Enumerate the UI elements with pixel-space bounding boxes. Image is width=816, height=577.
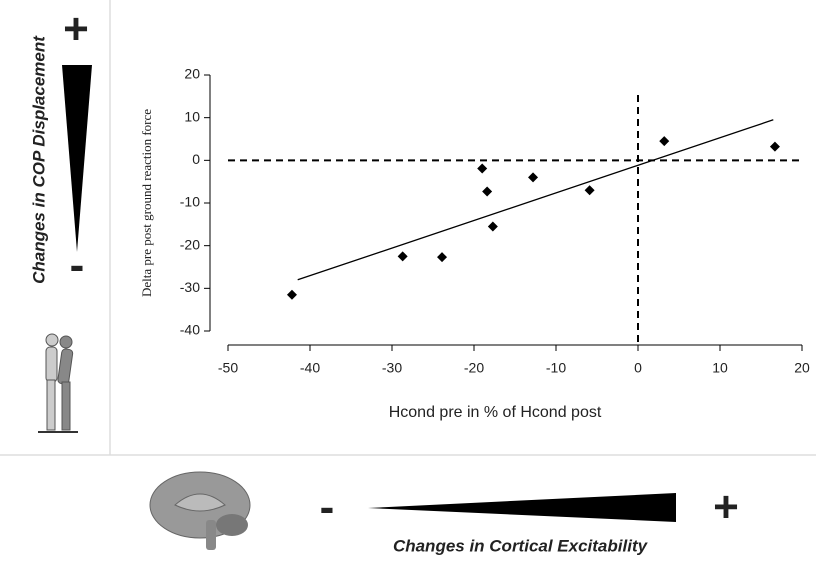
- wedge: [62, 65, 92, 252]
- data-point: [584, 185, 595, 196]
- wedge: [368, 493, 676, 522]
- x-tick-label: 0: [634, 360, 642, 376]
- data-point: [477, 163, 488, 174]
- x-tick-label: -20: [464, 360, 484, 376]
- data-point: [437, 252, 448, 263]
- person-icon: [38, 333, 78, 433]
- y-tick-label: -10: [180, 194, 200, 210]
- data-point: [397, 251, 408, 262]
- plus-sign: +: [713, 483, 739, 532]
- data-point: [528, 172, 539, 183]
- x-axis-label: Hcond pre in % of Hcond post: [389, 404, 602, 421]
- y-tick-label: 10: [184, 108, 200, 124]
- y-tick-label: -40: [180, 322, 200, 338]
- minus-sign: -: [70, 241, 85, 290]
- brain-icon: [149, 471, 251, 550]
- x-tick-label: 10: [712, 360, 728, 376]
- data-point: [659, 136, 670, 147]
- x-tick-label: -30: [382, 360, 402, 376]
- x-tick-label: 20: [794, 360, 810, 376]
- side-label: Changes in COP Displacement: [29, 35, 48, 284]
- y-tick-label: -20: [180, 236, 200, 252]
- x-tick-label: -10: [546, 360, 566, 376]
- data-point: [487, 221, 498, 232]
- fit-line: [297, 119, 774, 281]
- data-point: [286, 289, 297, 300]
- x-tick-label: -40: [300, 360, 320, 376]
- y-axis-label: Delta pre post ground reaction force: [139, 109, 154, 297]
- data-point: [769, 141, 780, 152]
- y-tick-label: -30: [180, 279, 200, 295]
- bottom-label: Changes in Cortical Excitability: [393, 536, 649, 555]
- minus-sign: -: [320, 483, 335, 532]
- data-point: [482, 186, 493, 197]
- plus-sign: +: [63, 5, 89, 54]
- y-tick-label: 20: [184, 66, 200, 82]
- x-tick-label: -50: [218, 360, 238, 376]
- y-tick-label: 0: [192, 151, 200, 167]
